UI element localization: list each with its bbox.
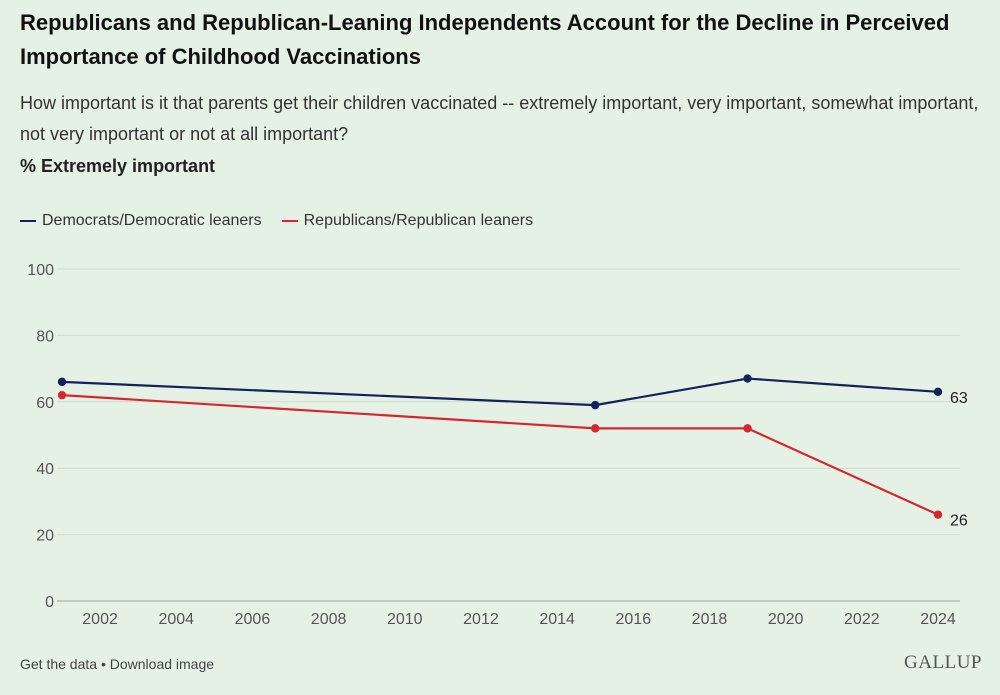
download-image-link[interactable]: Download image — [109, 656, 215, 672]
footer-separator: • — [97, 656, 110, 672]
y-tick-label-40: 40 — [36, 461, 54, 478]
x-tick-label-2010: 2010 — [387, 611, 423, 628]
legend-item-republicans[interactable]: Republicans/Republican leaners — [281, 212, 534, 230]
x-tick-label-2008: 2008 — [311, 611, 347, 628]
data-point-1-2024 — [933, 510, 943, 519]
x-tick-label-2016: 2016 — [616, 611, 652, 628]
y-tick-label-80: 80 — [36, 328, 54, 345]
x-tick-label-2018: 2018 — [692, 611, 728, 628]
legend-swatch-democrats — [20, 220, 36, 222]
data-point-1-2019 — [743, 424, 752, 433]
footer-links: Get the data • Download image — [20, 656, 214, 672]
data-point-0-2001 — [57, 377, 67, 387]
x-tick-label-2020: 2020 — [768, 611, 804, 628]
measure-label: % Extremely important — [20, 156, 216, 176]
data-point-0-2024 — [933, 387, 943, 397]
legend-label-democrats: Democrats/Democratic leaners — [42, 212, 262, 229]
x-tick-label-2002: 2002 — [82, 611, 118, 628]
y-tick-label-20: 20 — [36, 528, 54, 545]
data-point-0-2015 — [591, 400, 600, 410]
y-tick-label-100: 100 — [27, 262, 54, 279]
data-point-0-2019 — [743, 374, 752, 383]
legend-swatch-republicans — [281, 220, 298, 222]
x-tick-label-2024: 2024 — [920, 611, 956, 628]
x-tick-label-2004: 2004 — [158, 611, 194, 628]
legend-label-republicans: Republicans/Republican leaners — [303, 212, 534, 229]
x-tick-label-2012: 2012 — [463, 611, 499, 628]
chart-title: Republicans and Republican-Leaning Indep… — [20, 10, 950, 69]
x-tick-label-2014: 2014 — [539, 611, 575, 628]
x-tick-label-2006: 2006 — [235, 611, 271, 628]
chart-subtitle: How important is it that parents get the… — [20, 93, 979, 144]
legend-item-democrats[interactable]: Democrats/Democratic leaners — [20, 212, 262, 230]
data-point-1-2001 — [57, 390, 67, 400]
end-label-0: 63 — [950, 390, 968, 407]
y-tick-label-60: 60 — [36, 395, 54, 412]
y-tick-label-0: 0 — [45, 594, 54, 611]
series-line-0 — [61, 377, 939, 407]
gallup-logo: GALLUP — [904, 652, 982, 673]
series-line-1 — [61, 394, 939, 516]
line-chart: 0 20 40 60 80 100 2002 2004 2006 2008 2010 2012 2014… — [27, 262, 968, 628]
data-point-1-2015 — [591, 424, 600, 433]
get-data-link[interactable]: Get the data — [20, 656, 98, 672]
end-label-1: 26 — [950, 513, 968, 530]
x-tick-label-2022: 2022 — [844, 611, 880, 628]
legend: Democrats/Democratic leaners Republicans… — [20, 212, 553, 230]
